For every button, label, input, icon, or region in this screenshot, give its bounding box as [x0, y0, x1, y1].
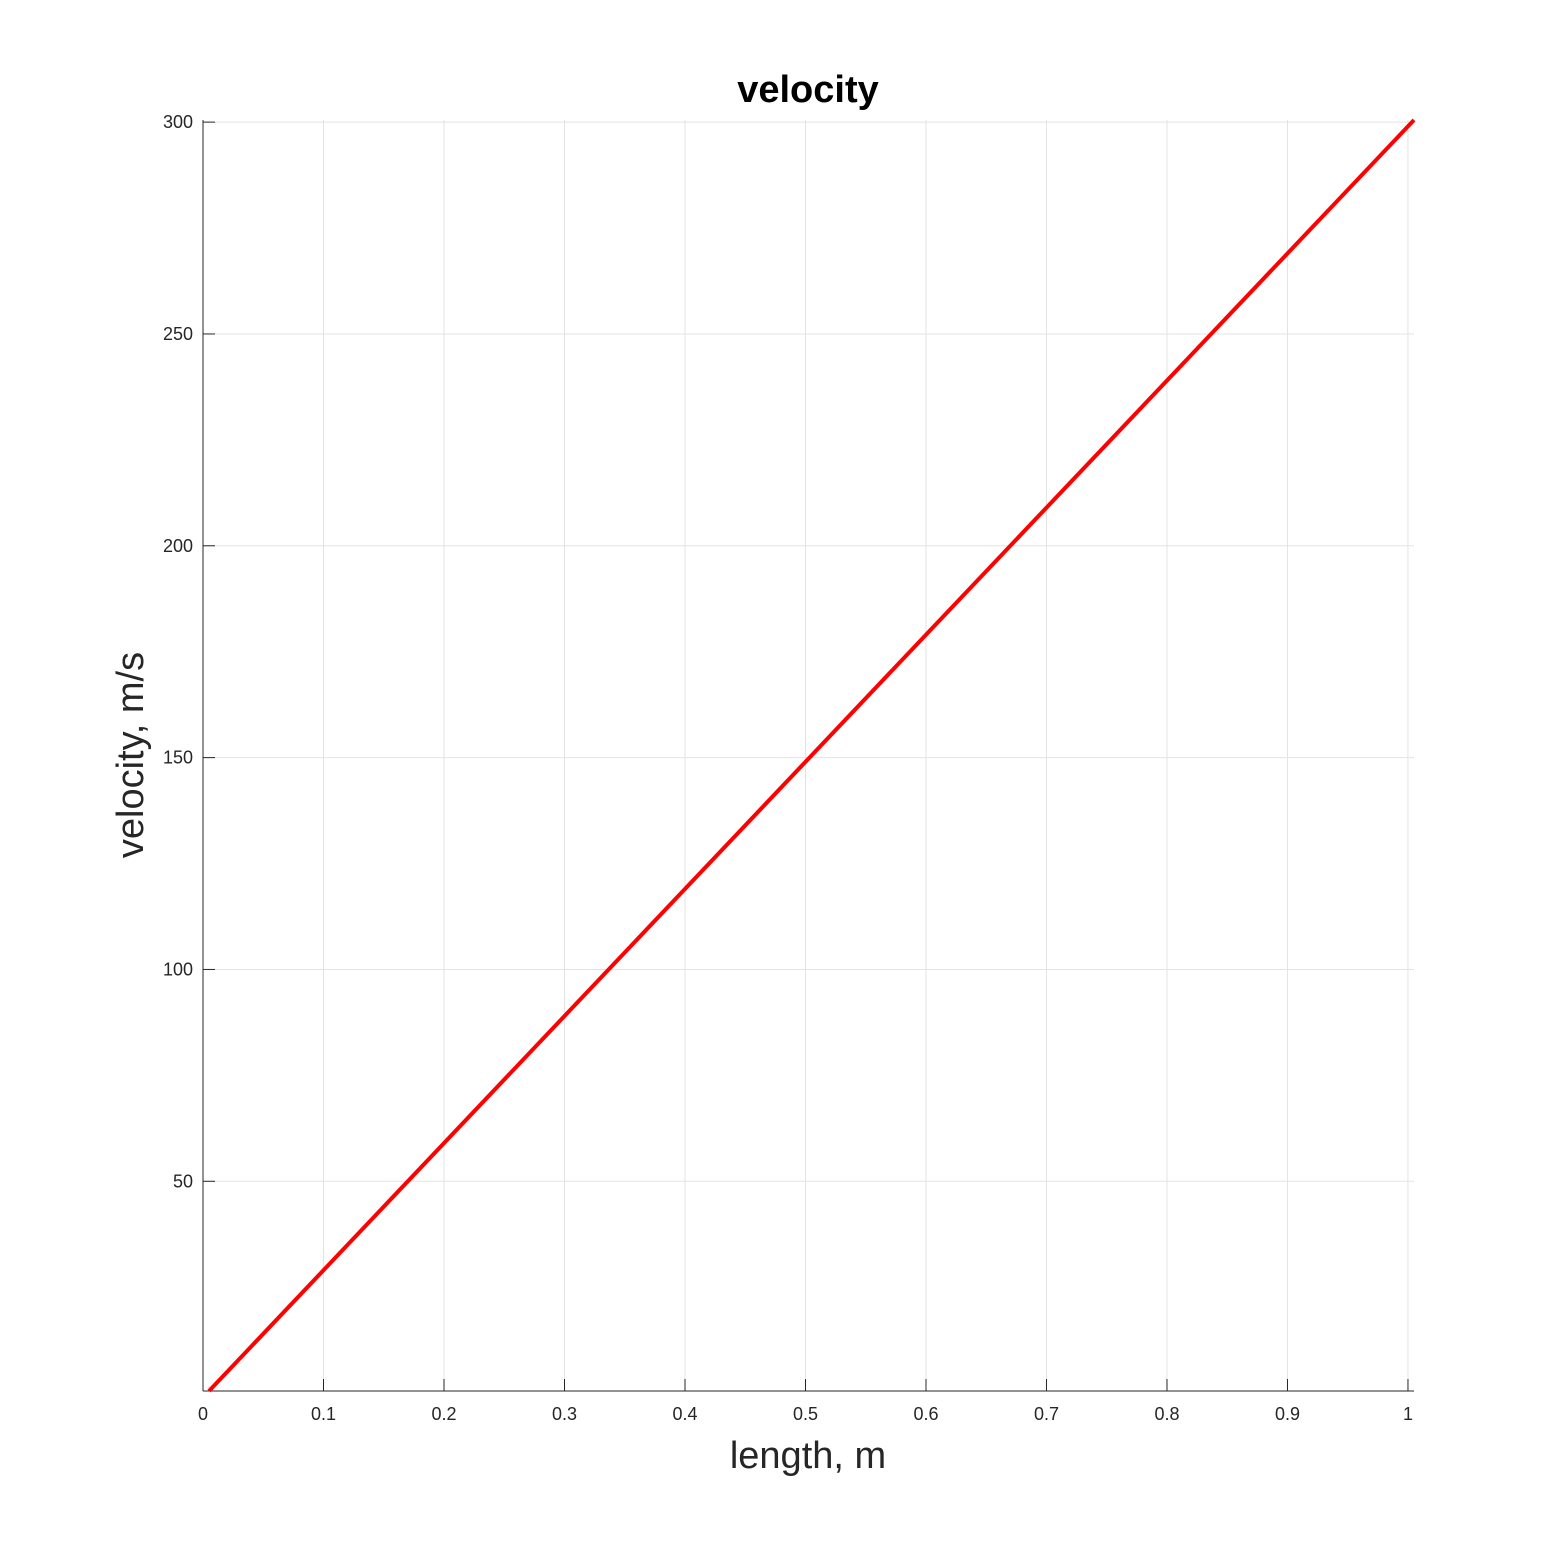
x-tick-label: 0.6	[913, 1404, 938, 1424]
y-axis-label: velocity, m/s	[110, 652, 152, 858]
x-tick-labels: 0 0.1 0.2 0.3 0.4 0.5 0.6 0.7 0.8 0.9 1	[198, 1404, 1413, 1424]
grid-lines	[203, 120, 1414, 1391]
x-tick-label: 0.9	[1275, 1404, 1300, 1424]
y-tick-label: 200	[163, 536, 193, 556]
x-tick-label: 0	[198, 1404, 208, 1424]
y-tick-label: 100	[163, 959, 193, 979]
chart-title: velocity	[737, 69, 879, 111]
x-tick-label: 0.2	[431, 1404, 456, 1424]
y-tick-label: 150	[163, 748, 193, 768]
series-group	[207, 118, 1416, 1393]
x-tick-label: 0.1	[311, 1404, 336, 1424]
y-tick-label: 250	[163, 324, 193, 344]
x-tick-label: 0.7	[1034, 1404, 1059, 1424]
x-axis-label: length, m	[730, 1435, 886, 1477]
y-tick-label: 50	[173, 1171, 193, 1191]
x-tick-label: 1	[1403, 1404, 1413, 1424]
series-line	[207, 118, 1416, 1393]
y-tick-labels: 50 100 150 200 250 300	[163, 112, 193, 1191]
tick-marks	[202, 121, 1409, 1391]
y-tick-label: 300	[163, 112, 193, 132]
x-tick-label: 0.8	[1154, 1404, 1179, 1424]
x-tick-label: 0.3	[552, 1404, 577, 1424]
axes	[202, 120, 1414, 1392]
x-tick-label: 0.4	[672, 1404, 697, 1424]
x-tick-label: 0.5	[793, 1404, 818, 1424]
